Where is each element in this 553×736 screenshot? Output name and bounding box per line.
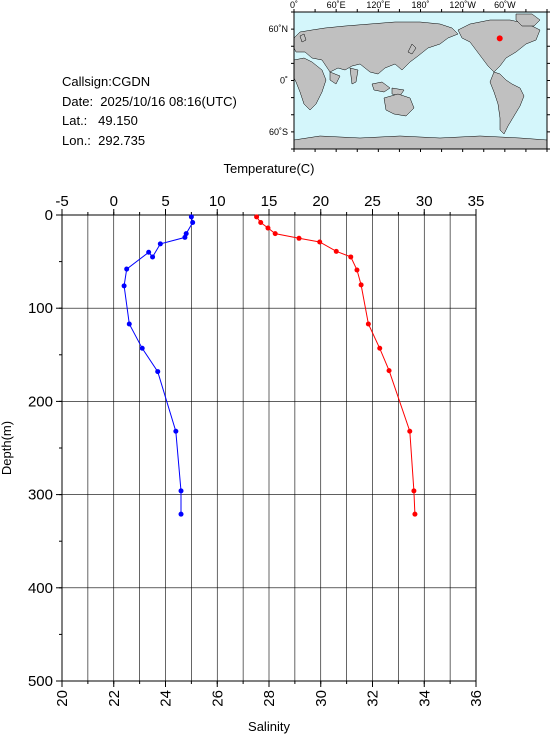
depth-tick-label: 100 [28,300,53,317]
salinity-data-point [188,214,194,220]
salinity-tick-label: 20 [54,690,71,707]
salinity-data-point [157,241,163,247]
salinity-data-point [190,219,196,225]
callsign-text: Callsign:CGDN [62,74,151,89]
salinity-tick-label: 34 [416,690,433,707]
temperature-data-point [296,235,302,241]
temperature-data-point [358,282,364,288]
salinity-data-point [124,266,130,272]
temperature-tick-label: -5 [55,193,68,210]
salinity-tick-label: 30 [313,690,330,707]
depth-tick-label: 400 [28,580,53,597]
temperature-data-point [254,214,260,220]
temperature-data-point [317,239,323,245]
map-lon-label: 60˚E [327,0,346,10]
depth-tick-label: 300 [28,487,53,504]
salinity-data-point [182,234,188,240]
salinity-tick-label: 28 [261,690,278,707]
salinity-axis-title: Salinity [248,719,290,734]
temperature-data-point [377,345,383,351]
map-lon-label: 120˚W [449,0,476,10]
temperature-profile-line [256,216,416,515]
temperature-axis-title: Temperature(C) [223,161,314,176]
map-lat-label: 60˚N [268,24,288,34]
salinity-data-point [139,345,145,351]
salinity-data-point [155,369,161,375]
temperature-data-point [333,248,339,254]
salinity-tick-label: 36 [468,690,485,707]
map-lon-label: 60˚W [494,0,516,10]
chart-series [121,214,418,517]
temperature-data-point [365,321,371,327]
temperature-data-point [354,267,360,273]
latitude-text: Lat.: 49.150 [62,113,138,128]
salinity-data-point [146,249,152,255]
salinity-data-point [173,428,179,434]
temperature-data-point [258,219,264,225]
temperature-tick-label: 20 [312,193,329,210]
temperature-data-point [407,428,413,434]
depth-tick-label: 500 [28,673,53,690]
temperature-tick-label: 25 [364,193,381,210]
date-text: Date: 2025/10/16 08:16(UTC) [62,93,237,109]
map-labels: 0˚ 60˚E 120˚E 180˚ 120˚W 60˚W 60˚N 0˚ 60˚S [268,0,516,137]
temperature-data-point [412,511,418,517]
salinity-data-point [178,511,184,517]
temperature-tick-label: 10 [209,193,226,210]
longitude-text: Lon.: 292.735 [62,132,146,148]
salinity-data-point [121,283,127,289]
salinity-data-point [126,321,132,327]
temperature-data-point [386,368,392,374]
station-info: Callsign:CGDN Date: 2025/10/16 08:16(UTC… [62,72,237,150]
salinity-tick-label: 22 [106,690,123,707]
salinity-tick-label: 24 [158,690,175,707]
map-land [293,13,548,150]
map-lat-label: 60˚S [269,127,288,137]
map-lat-label: 0˚ [280,76,288,86]
depth-axis-title: Depth(m) [0,421,14,475]
map-lon-label: 120˚E [366,0,390,10]
salinity-profile-line [123,216,194,515]
depth-tick-label: 200 [28,393,53,410]
map-lon-label: 180˚ [411,0,429,10]
temperature-data-point [348,254,354,260]
temperature-tick-label: 5 [161,193,169,210]
temperature-data-point [272,231,278,237]
temperature-tick-label: 35 [468,193,485,210]
temperature-tick-label: 15 [261,193,278,210]
salinity-tick-label: 26 [209,690,226,707]
map-ticks [291,9,550,152]
temperature-tick-label: 30 [416,193,433,210]
salinity-tick-label: 32 [365,690,382,707]
map-lon-label: 0˚ [290,0,298,10]
salinity-data-point [178,488,184,494]
station-marker [496,35,503,42]
temperature-tick-label: 0 [110,193,118,210]
temperature-data-point [411,488,417,494]
salinity-data-point [150,254,156,260]
temperature-data-point [265,225,271,231]
depth-tick-label: 0 [45,207,53,224]
